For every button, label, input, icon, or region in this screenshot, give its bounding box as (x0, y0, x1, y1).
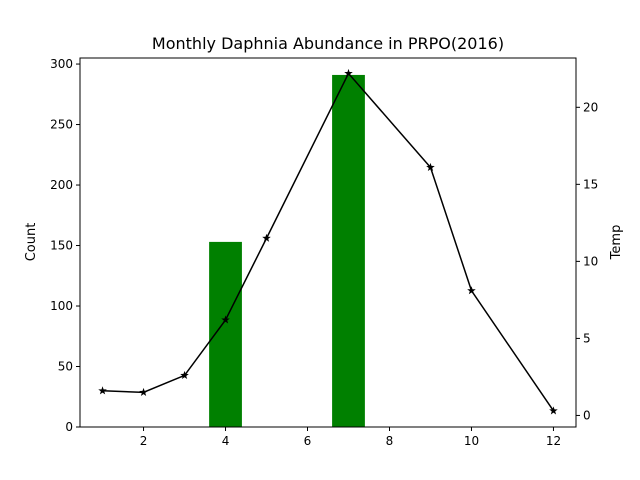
temperature-line (102, 72, 555, 412)
temperature-point-month-9 (426, 162, 435, 172)
y2-tick-label: 0 (583, 408, 591, 422)
chart-title: Monthly Daphnia Abundance in PRPO(2016) (152, 34, 504, 53)
temperature-point-month-1 (98, 386, 107, 395)
y-axis-left: 0 50 100 150 200 250 300 (50, 57, 80, 434)
x-tick-label: 4 (222, 434, 230, 448)
y-axis-label: Count (24, 223, 39, 262)
y-axis-right: 0 5 10 15 20 (576, 100, 598, 422)
y-tick-label: 250 (50, 118, 73, 132)
temperature-point-month-3 (180, 370, 189, 380)
temperature-point-month-4 (221, 315, 230, 324)
temperature-point-month-10 (467, 286, 476, 295)
y-tick-label: 200 (50, 178, 73, 192)
y2-tick-label: 5 (583, 331, 591, 345)
temperature-point-month-7 (344, 68, 353, 78)
y-tick-label: 50 (58, 360, 73, 374)
y-tick-label: 300 (50, 57, 73, 71)
y2-axis-label: Temp (609, 225, 624, 261)
x-tick-label: 10 (464, 434, 479, 448)
x-tick-label: 2 (140, 434, 148, 448)
y2-tick-label: 20 (583, 100, 598, 114)
y-tick-label: 0 (65, 420, 73, 434)
y2-tick-label: 15 (583, 177, 598, 191)
plot-frame (79, 57, 577, 428)
x-tick-label: 12 (546, 434, 561, 448)
y2-tick-label: 10 (583, 254, 598, 268)
temperature-point-month-5 (262, 233, 271, 242)
y-tick-label: 100 (50, 299, 73, 313)
temperature-point-month-2 (139, 387, 148, 396)
y-tick-label: 150 (50, 239, 73, 253)
x-tick-label: 8 (386, 434, 394, 448)
temperature-series (98, 68, 558, 415)
temperature-point-month-12 (549, 406, 558, 415)
x-axis: 2 4 6 8 10 12 (140, 427, 561, 448)
bar-series (209, 74, 365, 427)
x-tick-label: 6 (304, 434, 312, 448)
bar-month-7 (332, 74, 365, 427)
